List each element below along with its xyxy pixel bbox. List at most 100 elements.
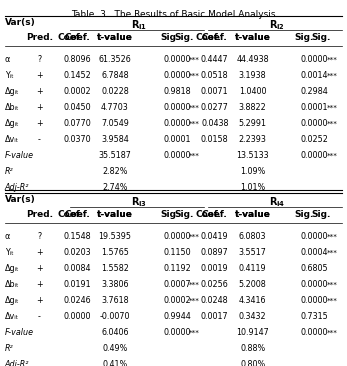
Text: 0.0000: 0.0000 <box>301 296 328 305</box>
Text: 0.1548: 0.1548 <box>63 232 91 241</box>
Text: 6.7848: 6.7848 <box>101 71 129 80</box>
Text: $\mathbf{R_{i1}}$: $\mathbf{R_{i1}}$ <box>131 18 147 32</box>
Text: +: + <box>36 103 43 112</box>
Text: $\mathbf{R_{i3}}$: $\mathbf{R_{i3}}$ <box>131 195 147 209</box>
Text: 0.0017: 0.0017 <box>201 312 229 321</box>
Text: ***: *** <box>327 57 338 63</box>
Text: t-value: t-value <box>235 33 271 42</box>
Text: F-value: F-value <box>5 328 34 337</box>
Text: 0.0002: 0.0002 <box>163 296 191 305</box>
Text: Coef.: Coef. <box>202 210 228 219</box>
Text: ***: *** <box>189 72 200 79</box>
Text: ***: *** <box>327 72 338 79</box>
Text: 0.1192: 0.1192 <box>163 264 191 273</box>
Text: Adj-R²: Adj-R² <box>5 183 29 192</box>
Text: α: α <box>5 55 10 64</box>
Text: ***: *** <box>189 330 200 336</box>
Text: 4.7703: 4.7703 <box>101 103 129 112</box>
Text: 0.7315: 0.7315 <box>301 312 329 321</box>
Text: α: α <box>5 232 10 241</box>
Text: 0.0001: 0.0001 <box>301 103 328 112</box>
Text: 0.2984: 0.2984 <box>301 87 329 96</box>
Text: Δvᵢₜ: Δvᵢₜ <box>5 135 19 144</box>
Text: ***: *** <box>189 121 200 127</box>
Text: 10.9147: 10.9147 <box>236 328 269 337</box>
Text: 0.0246: 0.0246 <box>63 296 91 305</box>
Text: 1.5765: 1.5765 <box>101 248 129 257</box>
Text: $\mathbf{R_{i4}}$: $\mathbf{R_{i4}}$ <box>269 195 285 209</box>
Text: 3.1938: 3.1938 <box>239 71 266 80</box>
Text: -: - <box>38 312 41 321</box>
Text: 0.0000: 0.0000 <box>163 55 191 64</box>
Text: 0.0518: 0.0518 <box>201 71 229 80</box>
Text: 1.01%: 1.01% <box>240 183 265 192</box>
Text: 0.80%: 0.80% <box>240 360 265 366</box>
Text: 2.74%: 2.74% <box>102 183 128 192</box>
Text: Var(s): Var(s) <box>5 195 36 204</box>
Text: 0.0770: 0.0770 <box>63 119 91 128</box>
Text: +: + <box>36 296 43 305</box>
Text: 5.2008: 5.2008 <box>239 280 266 289</box>
Text: $\mathbf{R_{i2}}$: $\mathbf{R_{i2}}$ <box>269 18 285 32</box>
Text: +: + <box>36 71 43 80</box>
Text: +: + <box>36 264 43 273</box>
Text: Coef.: Coef. <box>57 33 83 42</box>
Text: t-value: t-value <box>97 33 133 42</box>
Text: 0.0000: 0.0000 <box>301 328 328 337</box>
Text: 3.9584: 3.9584 <box>101 135 129 144</box>
Text: 6.0406: 6.0406 <box>101 328 129 337</box>
Text: ***: *** <box>327 121 338 127</box>
Text: ?: ? <box>37 232 41 241</box>
Text: Sig.: Sig. <box>312 210 331 219</box>
Text: ***: *** <box>327 330 338 336</box>
Text: ***: *** <box>327 298 338 304</box>
Text: Pred.: Pred. <box>26 33 53 42</box>
Text: Var(s): Var(s) <box>5 18 36 27</box>
Text: Coef.: Coef. <box>64 210 90 219</box>
Text: ***: *** <box>327 282 338 288</box>
Text: ***: *** <box>189 153 200 159</box>
Text: +: + <box>36 119 43 128</box>
Text: Sig.: Sig. <box>160 33 180 42</box>
Text: Coef.: Coef. <box>202 33 228 42</box>
Text: 0.0450: 0.0450 <box>63 103 91 112</box>
Text: 19.5395: 19.5395 <box>99 232 132 241</box>
Text: 3.3806: 3.3806 <box>101 280 129 289</box>
Text: t-value: t-value <box>235 33 271 42</box>
Text: 0.0158: 0.0158 <box>201 135 229 144</box>
Text: 0.4119: 0.4119 <box>239 264 266 273</box>
Text: Δvᵢₜ: Δvᵢₜ <box>5 312 19 321</box>
Text: 0.0084: 0.0084 <box>64 264 91 273</box>
Text: Table  3.  The Results of Basic Model Analysis: Table 3. The Results of Basic Model Anal… <box>71 10 276 19</box>
Text: 0.0000: 0.0000 <box>301 280 328 289</box>
Text: Coef.: Coef. <box>195 210 221 219</box>
Text: Δgᵢₜ: Δgᵢₜ <box>5 119 19 128</box>
Text: 0.0438: 0.0438 <box>201 119 229 128</box>
Text: Δbᵢₜ: Δbᵢₜ <box>5 103 19 112</box>
Text: 0.0419: 0.0419 <box>201 232 229 241</box>
Text: t-value: t-value <box>235 210 271 219</box>
Text: +: + <box>36 87 43 96</box>
Text: 0.0203: 0.0203 <box>63 248 91 257</box>
Text: 2.82%: 2.82% <box>102 167 128 176</box>
Text: Sig.: Sig. <box>295 210 314 219</box>
Text: Coef.: Coef. <box>64 33 90 42</box>
Text: 0.0007: 0.0007 <box>163 280 191 289</box>
Text: -: - <box>38 135 41 144</box>
Text: 0.0001: 0.0001 <box>163 135 191 144</box>
Text: ***: *** <box>327 105 338 111</box>
Text: 61.3526: 61.3526 <box>99 55 132 64</box>
Text: ***: *** <box>327 234 338 240</box>
Text: 13.5133: 13.5133 <box>236 151 269 160</box>
Text: 3.5517: 3.5517 <box>239 248 266 257</box>
Text: 0.0248: 0.0248 <box>201 296 229 305</box>
Text: Δgᵢₜ: Δgᵢₜ <box>5 264 19 273</box>
Text: t-value: t-value <box>97 33 133 42</box>
Text: 0.9944: 0.9944 <box>163 312 191 321</box>
Text: 6.0803: 6.0803 <box>239 232 266 241</box>
Text: ***: *** <box>189 282 200 288</box>
Text: +: + <box>36 280 43 289</box>
Text: Yᵢₜ: Yᵢₜ <box>5 248 14 257</box>
Text: 0.0277: 0.0277 <box>201 103 229 112</box>
Text: ***: *** <box>327 250 338 256</box>
